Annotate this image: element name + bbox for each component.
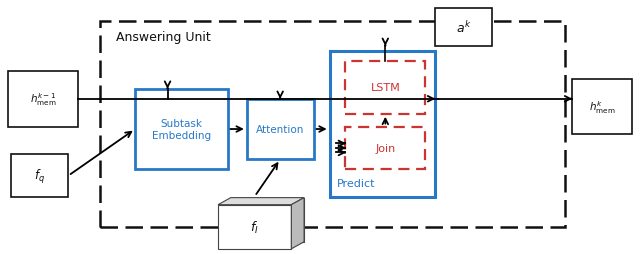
FancyBboxPatch shape <box>435 9 492 46</box>
Text: $h_{\rm mem}^{k-1}$: $h_{\rm mem}^{k-1}$ <box>29 91 56 108</box>
Text: Join: Join <box>375 143 396 153</box>
Text: $f_I$: $f_I$ <box>250 219 259 235</box>
FancyBboxPatch shape <box>330 52 435 197</box>
Text: $f_q$: $f_q$ <box>34 167 45 185</box>
Text: $h_{\rm mem}^{k}$: $h_{\rm mem}^{k}$ <box>589 99 615 115</box>
FancyBboxPatch shape <box>135 89 228 170</box>
Text: Answering Unit: Answering Unit <box>116 31 211 44</box>
FancyBboxPatch shape <box>218 205 291 249</box>
FancyBboxPatch shape <box>11 155 68 197</box>
Polygon shape <box>218 198 304 205</box>
Text: LSTM: LSTM <box>371 83 400 93</box>
FancyBboxPatch shape <box>346 127 425 170</box>
Polygon shape <box>291 198 304 249</box>
Text: Subtask
Embedding: Subtask Embedding <box>152 119 211 140</box>
FancyBboxPatch shape <box>246 99 314 160</box>
FancyBboxPatch shape <box>8 72 78 127</box>
Text: $a^k$: $a^k$ <box>456 20 471 36</box>
FancyBboxPatch shape <box>346 62 425 115</box>
FancyBboxPatch shape <box>231 198 304 242</box>
Text: Attention: Attention <box>256 124 305 134</box>
Text: Predict: Predict <box>337 179 376 188</box>
FancyBboxPatch shape <box>572 79 632 135</box>
